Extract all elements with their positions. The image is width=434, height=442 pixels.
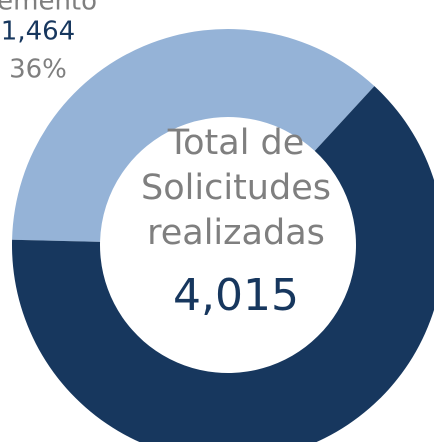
category-label: Cemento (0, 0, 97, 17)
total-label: 4,015 (173, 270, 299, 321)
center-text: Solicitudes (141, 168, 331, 208)
center-text: realizadas (147, 213, 325, 253)
value-label: 1,464 (1, 17, 75, 47)
donut-segment (12, 28, 375, 242)
percent-label: 36% (9, 55, 67, 85)
donut-segment (12, 86, 434, 442)
center-text: Total de (167, 123, 305, 163)
